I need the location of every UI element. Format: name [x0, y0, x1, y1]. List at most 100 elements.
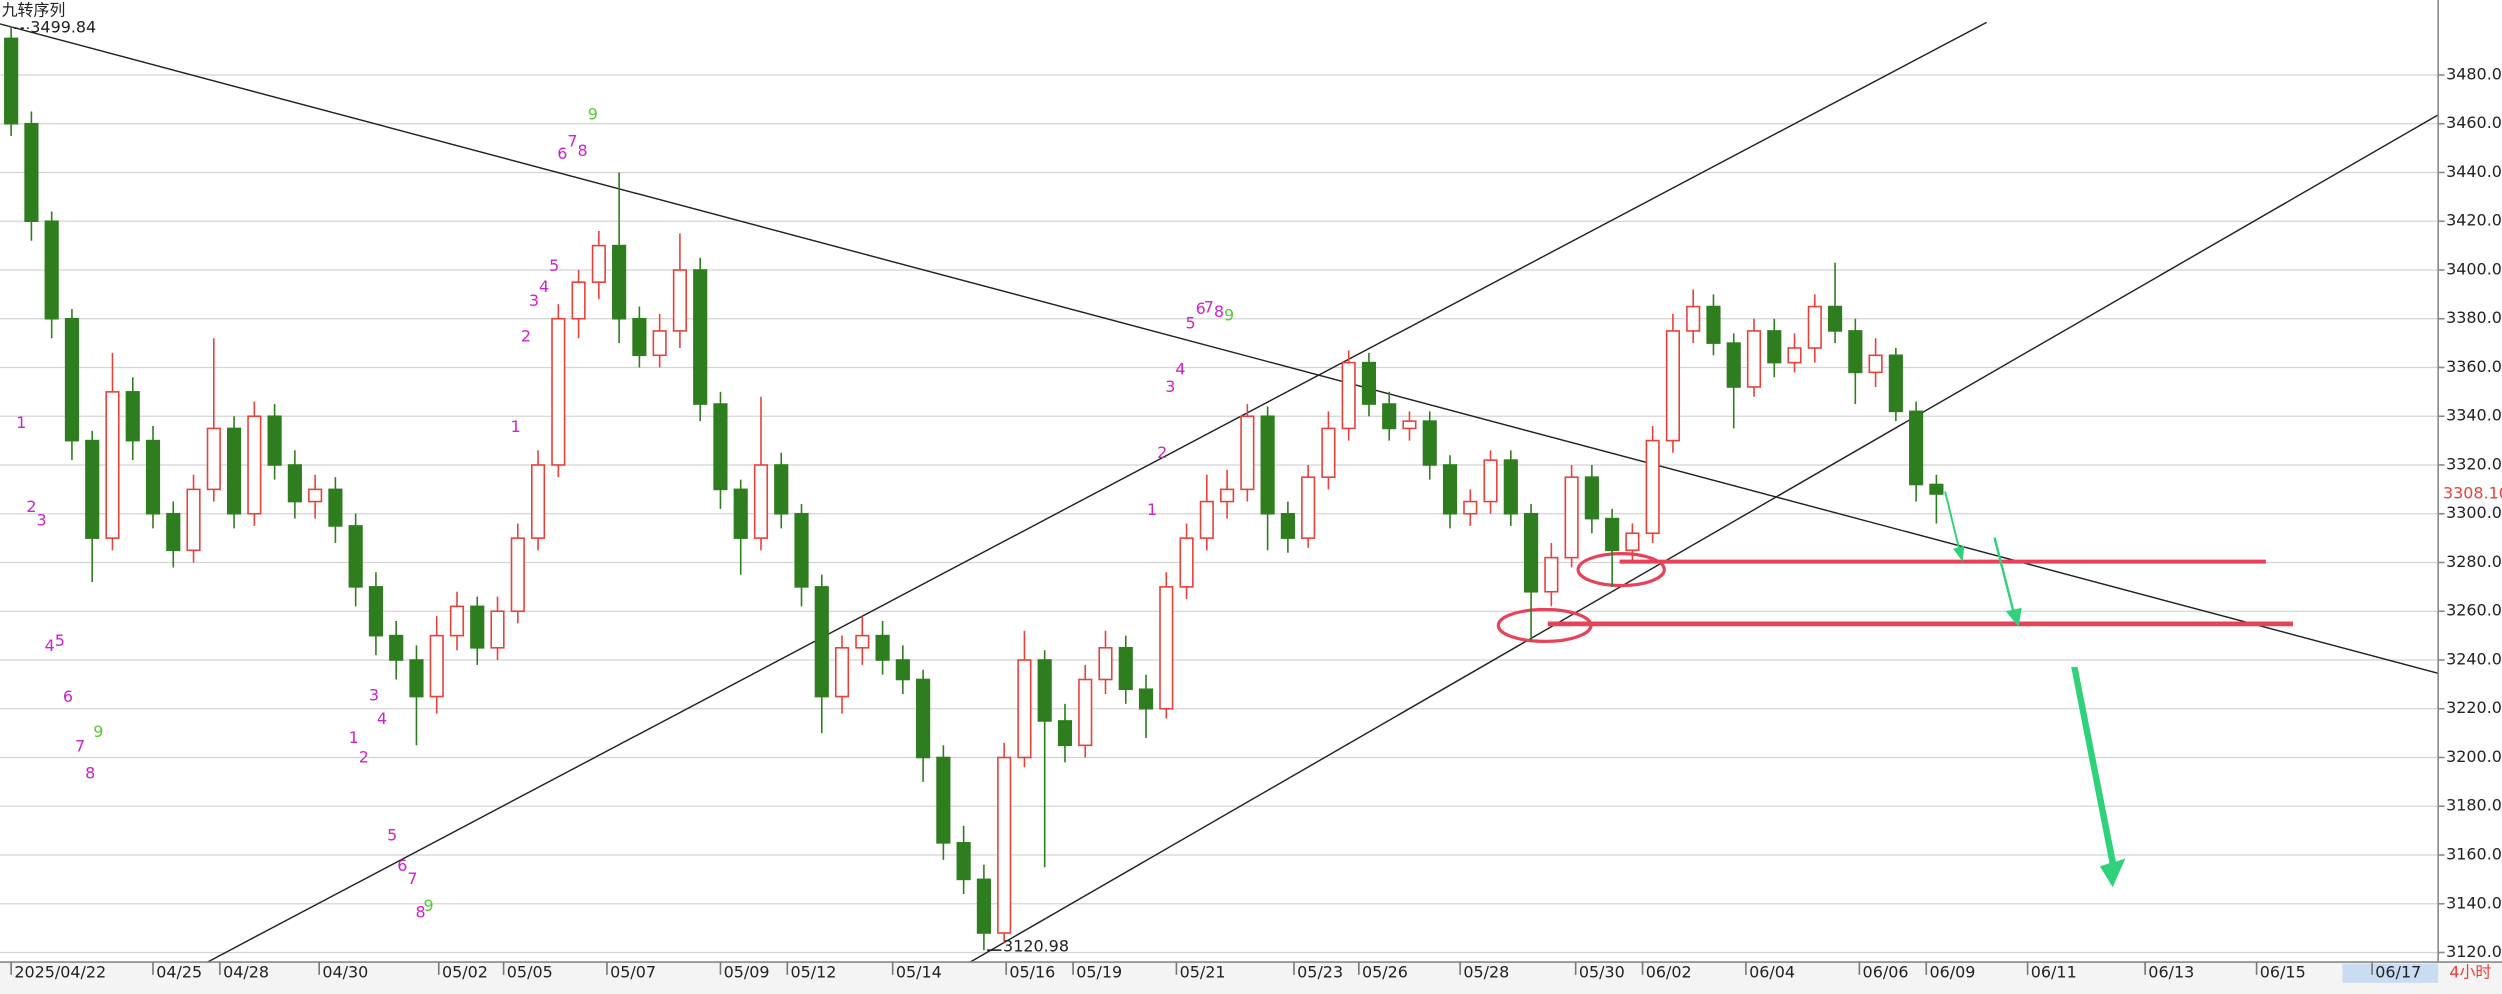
candle-body [1686, 305, 1701, 332]
candle-body [936, 756, 951, 844]
candle-body [530, 464, 546, 539]
x-tick-label: 06/11 [2031, 963, 2077, 982]
high-label: 3499.84 [30, 18, 96, 37]
candle-body [409, 659, 424, 698]
arrow-head [2005, 607, 2022, 628]
candle-body [551, 317, 566, 466]
y-tick-label: 3340.00 [2446, 406, 2502, 425]
candle-body [1057, 720, 1073, 747]
highlight-ellipse [1576, 552, 1666, 588]
x-tick-label: 04/28 [223, 963, 269, 982]
candle-body [895, 659, 910, 681]
y-tick-label: 3460.00 [2446, 113, 2502, 132]
candle-body [612, 244, 627, 320]
candle-body [1463, 500, 1478, 515]
candle-body [348, 525, 363, 588]
candle-body [1199, 500, 1214, 539]
arrow [2071, 666, 2126, 888]
x-tick-label: 05/07 [610, 963, 656, 982]
td-count: 7 [407, 869, 417, 888]
x-tick-label: 06/17 [2375, 963, 2421, 982]
td-count: 9 [424, 896, 434, 915]
candle-body [1179, 537, 1194, 588]
x-tick-label: 06/06 [1863, 963, 1909, 982]
x-tick-label: 2025/04/22 [14, 963, 106, 982]
candle-body [1220, 488, 1235, 503]
candle-body [834, 647, 850, 698]
x-tick-label: 05/30 [1579, 963, 1625, 982]
candle-body [1280, 512, 1295, 539]
candle-body [713, 403, 728, 491]
candle-body [956, 842, 971, 881]
candle-body [145, 439, 161, 515]
candle-body [733, 488, 748, 539]
candle-body [1361, 361, 1377, 405]
y-tick-label: 3120.00 [2446, 942, 2502, 961]
candle-body [186, 488, 201, 552]
period-label: 4小时 [2449, 963, 2491, 982]
x-highlight [2342, 963, 2439, 983]
td-count: 6 [557, 144, 567, 163]
y-tick-label: 3440.00 [2446, 162, 2502, 181]
candle-body [1625, 532, 1640, 552]
td-count: 9 [1224, 306, 1234, 325]
y-tick-label: 3420.00 [2446, 211, 2502, 230]
candle-body [916, 678, 931, 759]
candle-body [1605, 517, 1620, 552]
y-tick-label: 3400.00 [2446, 259, 2502, 278]
y-tick-label: 3480.00 [2446, 64, 2502, 83]
y-tick-label: 3160.00 [2446, 845, 2502, 864]
candle-body [166, 512, 181, 552]
arrow [1944, 491, 1961, 551]
candle-body [571, 281, 586, 320]
candle-body [1037, 659, 1052, 722]
candle-body [449, 605, 465, 637]
td-count: 5 [387, 826, 397, 845]
last-price-label: 3308.10 [2443, 484, 2502, 503]
candle-body [1422, 420, 1437, 466]
td-count: 2 [1157, 443, 1167, 462]
x-tick-label: 05/16 [1009, 963, 1055, 982]
candle-body [470, 605, 485, 649]
x-tick-label: 05/26 [1362, 963, 1408, 982]
candle-body [1341, 361, 1356, 430]
td-count: 1 [16, 413, 26, 432]
y-tick-label: 3280.00 [2446, 552, 2502, 571]
candle-body [1645, 439, 1660, 535]
candle-body [125, 391, 140, 442]
candle-body [1402, 420, 1417, 430]
candle-body [1544, 556, 1559, 593]
candle-body [1503, 459, 1518, 515]
candle-body [1159, 586, 1174, 710]
td-count: 2 [521, 326, 531, 345]
x-tick-label: 05/05 [507, 963, 553, 982]
x-tick-label: 06/09 [1929, 963, 1975, 982]
candle-body [652, 330, 667, 357]
candles: 3499.84 3120.98 [4, 18, 1944, 955]
candle-body [1929, 483, 1944, 495]
x-tick-label: 05/09 [724, 963, 770, 982]
td-count: 3 [1165, 377, 1175, 396]
candle-body [1787, 347, 1802, 364]
candle-body [1240, 415, 1255, 491]
candle-body [1827, 305, 1843, 332]
candle-body [510, 537, 525, 613]
candle-body [1807, 305, 1822, 349]
td-count: 2 [26, 497, 36, 516]
td-count: 2 [359, 747, 369, 766]
td-count: 8 [1214, 302, 1224, 321]
y-tick-label: 3300.00 [2446, 503, 2502, 522]
candle-body [1078, 678, 1093, 747]
candle-body [693, 269, 708, 405]
x-tick-label: 04/30 [322, 963, 368, 982]
td-count: 5 [55, 631, 65, 650]
candle-body [24, 122, 39, 223]
candle-body [753, 464, 769, 539]
td-count: 5 [549, 256, 559, 275]
td-count: 8 [415, 902, 425, 921]
x-axis-bar [0, 962, 2502, 994]
x-tick-label: 05/19 [1076, 963, 1122, 982]
